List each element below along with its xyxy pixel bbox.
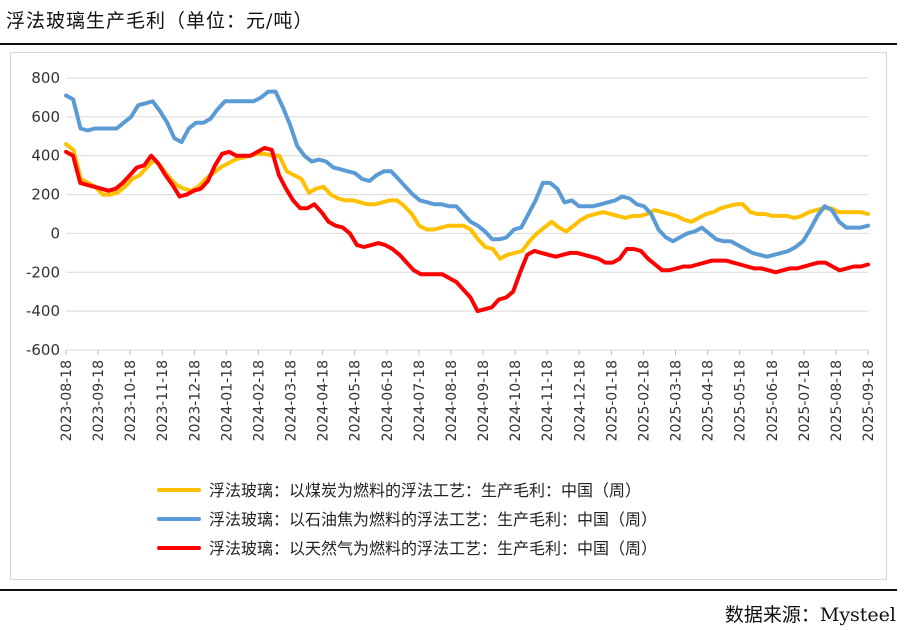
top-rule (0, 43, 897, 45)
data-source: 数据来源：Mysteel (724, 604, 896, 626)
x-tick-label: 2024-05-18 (348, 360, 364, 441)
y-tick-label: -400 (26, 302, 60, 320)
series-lines (64, 89, 870, 314)
legend-label-2: 浮法玻璃：以石油焦为燃料的浮法工艺：生产毛利：中国（周） (209, 510, 657, 529)
y-tick-label: 600 (31, 108, 60, 126)
x-tick-label: 2024-11-18 (540, 360, 556, 441)
x-tick-label: 2024-04-18 (316, 360, 332, 441)
legend-label-3: 浮法玻璃：以天然气为燃料的浮法工艺：生产毛利：中国（周） (209, 539, 657, 558)
x-tick-label: 2024-06-18 (380, 360, 396, 441)
x-tick-label: 2024-09-18 (476, 360, 492, 441)
x-tick-label: 2024-12-18 (572, 360, 588, 441)
x-tick-label: 2025-09-18 (861, 360, 877, 441)
x-tick-label: 2024-07-18 (412, 360, 428, 441)
gridlines (66, 77, 868, 351)
x-tick-label: 2025-07-18 (797, 360, 813, 441)
bottom-rule (0, 589, 897, 591)
x-tick-label: 2025-02-18 (636, 360, 652, 441)
x-tick-label: 2024-03-18 (284, 360, 300, 441)
y-tick-label: 800 (31, 69, 60, 87)
x-tick-label: 2025-08-18 (829, 360, 845, 441)
x-tick-label: 2025-05-18 (733, 360, 749, 441)
y-tick-label: -600 (26, 341, 60, 359)
x-tick-label: 2024-10-18 (508, 360, 524, 441)
y-tick-label: 400 (31, 147, 60, 165)
x-axis: 2023-08-18 2023-09-18 2023-10-18 2023-11-18… (59, 350, 877, 441)
x-tick-label: 2025-06-18 (765, 360, 781, 441)
legend: 浮法玻璃：以煤炭为燃料的浮法工艺：生产毛利：中国（周） 浮法玻璃：以石油焦为燃料的… (157, 481, 657, 558)
x-tick-label: 2025-04-18 (701, 360, 717, 441)
chart-title: 浮法玻璃生产毛利（单位：元/吨） (6, 10, 314, 32)
x-tick-label: 2025-03-18 (669, 360, 685, 441)
y-axis: 800 600 400 200 0 -200 -400 -600 (26, 69, 60, 359)
x-tick-label: 2023-08-18 (59, 360, 75, 441)
x-tick-label: 2024-08-18 (444, 360, 460, 441)
y-tick-label: 200 (31, 186, 60, 204)
series-line-2 (64, 89, 870, 259)
x-tick-label: 2023-10-18 (123, 360, 139, 441)
y-tick-label: -200 (26, 263, 60, 281)
x-tick-label: 2023-12-18 (187, 360, 203, 441)
x-tick-label: 2023-09-18 (91, 360, 107, 441)
chart-frame: 800 600 400 200 0 -200 -400 -600 2023-08-18 2023… (10, 52, 887, 580)
x-tick-label: 2024-02-18 (251, 360, 267, 441)
legend-label-1: 浮法玻璃：以煤炭为燃料的浮法工艺：生产毛利：中国（周） (209, 481, 641, 500)
series-line-1 (64, 142, 870, 261)
series-line-3 (64, 145, 870, 314)
y-tick-label: 0 (50, 224, 60, 242)
x-tick-label: 2025-01-18 (604, 360, 620, 441)
x-tick-label: 2024-01-18 (219, 360, 235, 441)
x-tick-label: 2023-11-18 (155, 360, 171, 441)
